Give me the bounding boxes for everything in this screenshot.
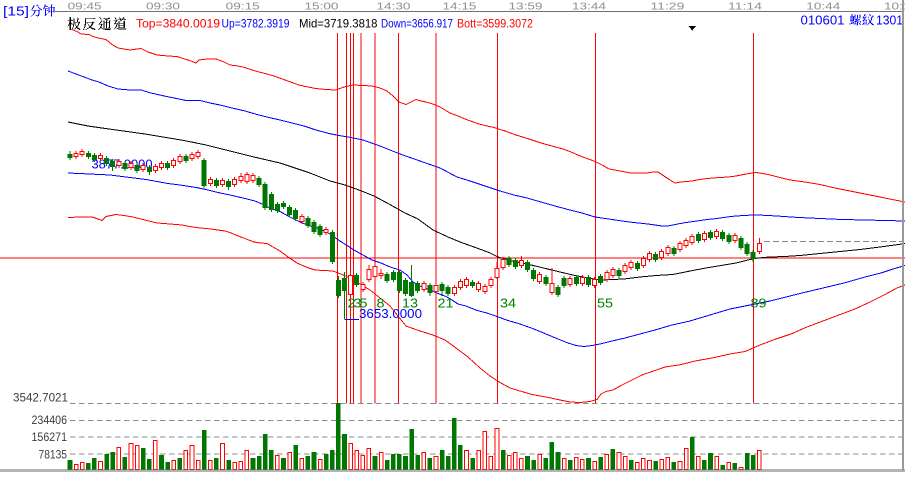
svg-text:11:29: 11:29 [650, 2, 685, 13]
svg-text:09:30: 09:30 [146, 2, 181, 13]
svg-text:Top=3840.0019: Top=3840.0019 [136, 17, 220, 31]
svg-text:3653.0000: 3653.0000 [359, 307, 422, 321]
svg-text:13:59: 13:59 [509, 2, 544, 13]
svg-text:3: 3 [354, 296, 362, 311]
svg-text:09:15: 09:15 [226, 2, 261, 13]
svg-text:3542.7021: 3542.7021 [13, 391, 68, 405]
svg-text:010601: 010601 [801, 14, 845, 28]
svg-text:Bott=3599.3072: Bott=3599.3072 [457, 17, 533, 31]
svg-text:55: 55 [597, 296, 613, 311]
svg-text:Down=3656.917: Down=3656.917 [381, 17, 453, 31]
svg-text:15:00: 15:00 [305, 2, 340, 13]
svg-text:[15]: [15] [3, 4, 29, 19]
svg-text:13: 13 [402, 296, 418, 311]
svg-text:Mid=3719.3818: Mid=3719.3818 [299, 17, 378, 31]
svg-text:10:44: 10:44 [806, 2, 841, 13]
svg-text:78135: 78135 [39, 448, 68, 462]
svg-text:234406: 234406 [32, 413, 68, 427]
svg-text:156271: 156271 [32, 430, 68, 444]
svg-text:11:14: 11:14 [728, 2, 763, 13]
svg-text:89: 89 [751, 296, 767, 311]
svg-text:09:45: 09:45 [68, 2, 103, 13]
svg-text:5: 5 [360, 296, 368, 311]
svg-text:21: 21 [438, 296, 454, 311]
svg-text:14:30: 14:30 [377, 2, 412, 13]
svg-text:8: 8 [377, 296, 385, 311]
svg-text:Up=3782.3919: Up=3782.3919 [222, 17, 290, 31]
svg-text:34: 34 [500, 296, 516, 311]
svg-text:14:15: 14:15 [443, 2, 478, 13]
svg-text:2: 2 [348, 296, 356, 311]
svg-text:13:44: 13:44 [572, 2, 607, 13]
svg-text:1301: 1301 [876, 14, 903, 28]
svg-text:10:14: 10:14 [884, 2, 905, 13]
